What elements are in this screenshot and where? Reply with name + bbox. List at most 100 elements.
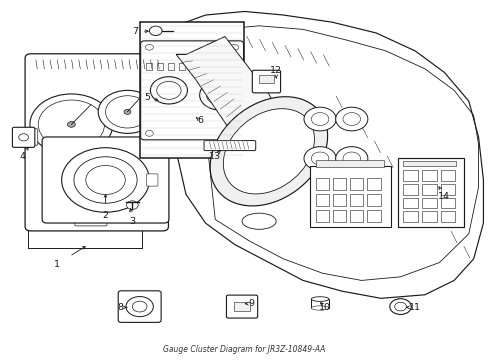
Circle shape [105, 96, 149, 128]
Bar [421, 184, 436, 195]
Ellipse shape [311, 297, 328, 301]
Circle shape [126, 297, 153, 317]
Bar [440, 184, 454, 195]
Circle shape [342, 152, 360, 165]
Bar [332, 210, 346, 222]
Bar [146, 63, 152, 70]
Bar [421, 198, 436, 208]
Circle shape [212, 90, 227, 100]
Bar [316, 160, 384, 167]
Bar [349, 178, 363, 190]
Bar [310, 166, 390, 226]
Circle shape [60, 165, 68, 170]
Bar [440, 170, 454, 181]
Bar [332, 194, 346, 206]
Text: 4: 4 [20, 152, 25, 161]
Bar [316, 178, 329, 190]
Bar [403, 211, 417, 222]
Bar [234, 302, 249, 311]
Circle shape [124, 109, 131, 114]
Bar [440, 211, 454, 222]
Bar [179, 63, 185, 70]
Circle shape [61, 148, 149, 212]
Bar [189, 63, 196, 70]
Text: 7: 7 [132, 27, 138, 36]
Bar [366, 210, 380, 222]
FancyBboxPatch shape [146, 174, 158, 186]
Circle shape [19, 134, 28, 141]
FancyBboxPatch shape [203, 140, 255, 150]
Bar [258, 75, 274, 83]
Bar [349, 210, 363, 222]
Ellipse shape [210, 97, 327, 206]
Circle shape [149, 26, 162, 36]
FancyBboxPatch shape [75, 215, 107, 226]
Circle shape [85, 166, 125, 194]
Bar [421, 170, 436, 181]
Bar [332, 178, 346, 190]
Circle shape [30, 94, 113, 155]
Circle shape [132, 301, 147, 312]
Text: 2: 2 [102, 211, 108, 220]
FancyBboxPatch shape [49, 139, 96, 158]
Circle shape [98, 90, 157, 134]
Circle shape [304, 107, 335, 131]
Circle shape [72, 165, 80, 170]
Circle shape [389, 299, 410, 315]
Circle shape [342, 113, 360, 126]
Circle shape [394, 302, 406, 311]
Bar [311, 299, 328, 308]
Text: 3: 3 [129, 217, 135, 226]
Circle shape [145, 44, 153, 50]
Bar [157, 63, 163, 70]
Circle shape [335, 107, 367, 131]
Circle shape [38, 100, 104, 149]
Text: 12: 12 [270, 66, 282, 75]
Text: 13: 13 [209, 152, 221, 161]
Circle shape [84, 165, 92, 170]
Bar [167, 63, 174, 70]
Ellipse shape [242, 213, 276, 229]
Text: 5: 5 [143, 93, 150, 102]
Bar [403, 198, 417, 208]
FancyBboxPatch shape [141, 41, 243, 140]
Circle shape [304, 147, 335, 170]
Ellipse shape [311, 306, 328, 310]
Circle shape [74, 157, 137, 203]
Text: 11: 11 [408, 303, 420, 312]
Bar [140, 22, 244, 158]
FancyBboxPatch shape [42, 137, 168, 223]
FancyBboxPatch shape [26, 129, 38, 145]
Text: 14: 14 [438, 192, 449, 201]
Circle shape [67, 122, 75, 127]
Circle shape [145, 131, 153, 136]
Text: 9: 9 [248, 299, 254, 308]
Text: 8: 8 [117, 303, 123, 312]
Text: 6: 6 [197, 116, 203, 125]
Bar [316, 210, 329, 222]
Text: 1: 1 [54, 260, 60, 269]
FancyBboxPatch shape [12, 127, 35, 147]
Circle shape [126, 201, 138, 210]
Ellipse shape [223, 109, 314, 194]
Circle shape [199, 80, 240, 110]
FancyBboxPatch shape [25, 54, 168, 231]
Bar [349, 194, 363, 206]
Bar [316, 194, 329, 206]
PathPatch shape [176, 37, 303, 187]
Circle shape [150, 77, 187, 104]
Bar [403, 161, 455, 166]
Circle shape [311, 152, 328, 165]
Circle shape [157, 81, 181, 99]
Text: 10: 10 [318, 303, 330, 312]
Bar [403, 170, 417, 181]
Bar [366, 178, 380, 190]
Bar [440, 198, 454, 208]
FancyBboxPatch shape [118, 291, 161, 322]
Circle shape [311, 113, 328, 126]
Text: Gauge Cluster Diagram for JR3Z-10849-AA: Gauge Cluster Diagram for JR3Z-10849-AA [163, 345, 325, 354]
Bar [421, 211, 436, 222]
FancyBboxPatch shape [226, 295, 257, 318]
Circle shape [335, 147, 367, 170]
FancyBboxPatch shape [252, 70, 280, 93]
